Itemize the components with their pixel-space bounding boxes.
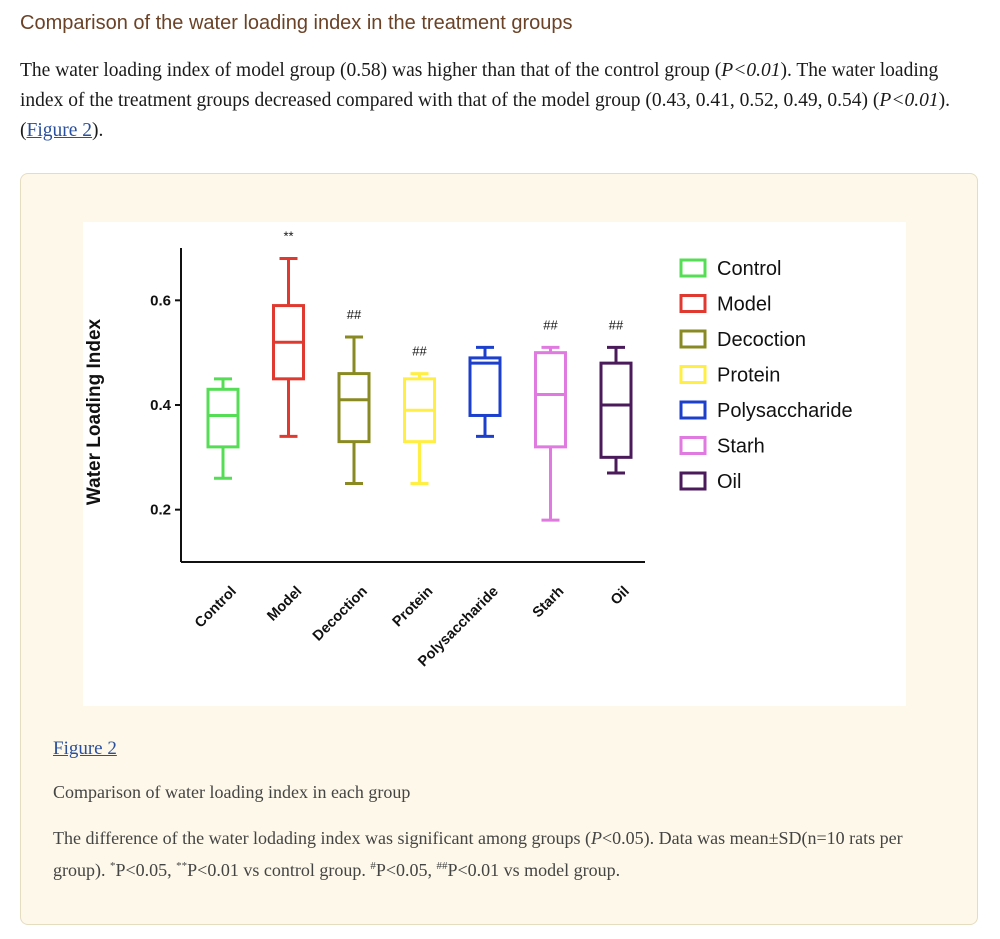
legend-swatch	[679, 400, 707, 420]
significance-annotation: ##	[609, 317, 624, 332]
caption-text-6: P<0.01 vs model group.	[447, 860, 621, 880]
legend-swatch	[679, 471, 707, 491]
x-tick-label: Decoction	[310, 584, 371, 645]
figure-2-link[interactable]: Figure 2	[26, 120, 93, 141]
p-value-1: P<0.01	[721, 60, 781, 81]
significance-annotation: ##	[543, 317, 558, 332]
legend-label: Polysaccharide	[717, 400, 853, 422]
y-tick-label: 0.2	[150, 502, 171, 519]
box	[468, 356, 502, 417]
legend-swatch	[679, 365, 707, 384]
legend-label: Decoction	[717, 329, 806, 351]
figure-subtitle: Comparison of water loading index in eac…	[53, 782, 411, 802]
legend-swatch	[679, 294, 707, 313]
legend-label: Oil	[717, 471, 741, 493]
caption-sup-2: **	[176, 860, 188, 872]
caption-sup-4: ##	[436, 860, 448, 872]
box-plot-chart: 0.2 0.4 0.6 Water Loading Index Control ** Mod…	[84, 228, 853, 670]
caption-text-5: P<0.05,	[375, 860, 437, 880]
box	[206, 387, 240, 449]
caption-text-1: The difference of the water lodading ind…	[53, 828, 591, 848]
legend-swatch	[679, 258, 707, 278]
paragraph-text-3: ). (	[20, 90, 950, 141]
y-axis-label: Water Loading Index	[84, 318, 105, 505]
p-value-2: P<0.01	[879, 90, 939, 111]
legend-label: Control	[717, 258, 781, 280]
x-tick-label: Control	[192, 584, 240, 632]
paragraph-text-1: The water loading index of model group (…	[20, 60, 722, 81]
x-tick-label: Model	[264, 584, 305, 625]
figure-label-link[interactable]: Figure 2	[53, 738, 117, 759]
legend-swatch	[679, 436, 707, 455]
caption-p: P	[591, 828, 602, 848]
y-tick-label: 0.6	[150, 292, 171, 309]
figure-panel: 0.2 0.4 0.6 Water Loading Index Control ** Mod…	[20, 173, 978, 925]
paragraph-text-4: ).	[92, 120, 104, 141]
box	[534, 351, 567, 449]
legend-label: Protein	[717, 365, 780, 387]
y-tick-label: 0.4	[150, 397, 172, 414]
x-tick-label: Protein	[390, 584, 437, 631]
caption-sup-3: #	[370, 860, 376, 872]
caption-text-4: P<0.01 vs control group.	[187, 860, 371, 880]
x-tick-label: Oil	[608, 584, 633, 609]
significance-annotation: ##	[347, 307, 362, 322]
caption-sup-1: *	[110, 860, 116, 872]
box	[599, 361, 633, 459]
caption-text-2: <0.05). Data was mean±SD(n=10 rats per g…	[53, 828, 903, 880]
results-paragraph: The water loading index of model group (…	[20, 56, 980, 146]
section-title: Comparison of the water loading index in…	[20, 12, 573, 34]
legend-swatch	[679, 329, 707, 349]
figure-image[interactable]: 0.2 0.4 0.6 Water Loading Index Control ** Mod…	[83, 222, 906, 706]
x-tick-label: Starh	[530, 584, 568, 622]
significance-annotation: **	[283, 228, 293, 243]
caption-text-3: P<0.05,	[115, 860, 177, 880]
legend-label: Starh	[717, 436, 765, 458]
paragraph-text-2: ). The water loading index of the treatm…	[20, 60, 939, 111]
figure-caption: The difference of the water lodading ind…	[53, 824, 953, 884]
box	[337, 372, 371, 444]
legend-label: Model	[717, 294, 771, 316]
significance-annotation: ##	[412, 344, 427, 359]
